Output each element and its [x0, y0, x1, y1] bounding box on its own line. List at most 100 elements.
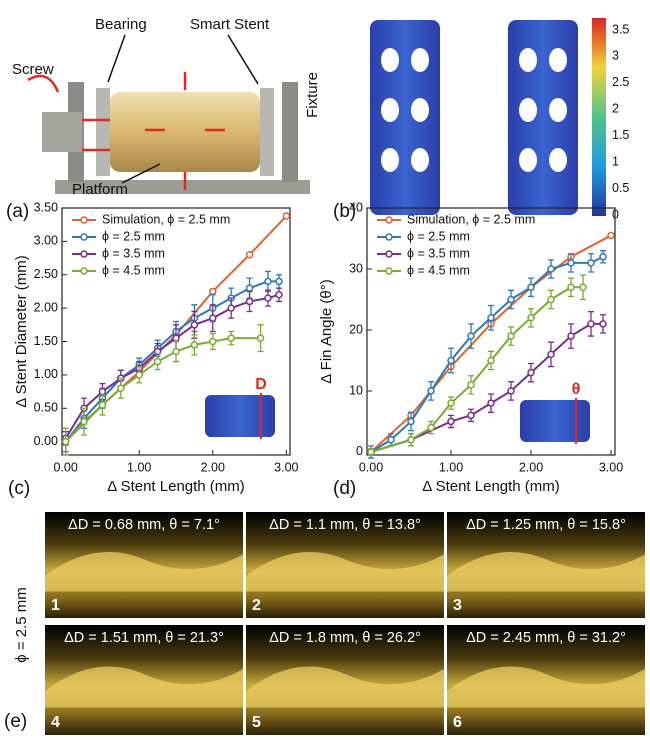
y-tick-label: 30	[349, 261, 363, 275]
x-tick-label: 3.00	[274, 460, 298, 474]
photo-stent	[447, 551, 645, 592]
plot-frame	[366, 207, 616, 456]
data-point	[209, 337, 217, 346]
data-point	[172, 347, 180, 356]
y-tick-label: 20	[349, 322, 363, 336]
photo-caption: ΔD = 1.8 mm, θ = 26.2°	[269, 630, 421, 646]
photo-caption: ΔD = 1.1 mm, θ = 13.8°	[269, 517, 421, 533]
data-point	[135, 371, 143, 379]
legend-label: ϕ = 4.5 mm	[407, 263, 470, 277]
side-label: ϕ = 2.5 mm	[13, 587, 30, 663]
data-point	[567, 283, 575, 292]
bearing-right	[260, 88, 274, 176]
photo-number: 6	[453, 714, 462, 731]
data-point	[547, 295, 555, 304]
legend-marker	[80, 233, 88, 241]
legend-marker	[385, 250, 393, 258]
x-tick-label: 3.00	[599, 460, 623, 474]
data-point	[98, 387, 107, 396]
callout: Fixture	[304, 72, 321, 118]
x-tick-label: 0.00	[359, 460, 383, 474]
data-point	[599, 320, 607, 328]
data-point	[527, 314, 535, 322]
data-point	[61, 437, 70, 446]
data-point	[245, 297, 254, 306]
data-point	[487, 356, 495, 365]
photo-stent	[246, 666, 444, 708]
photo-frame: ΔD = 1.25 mm, θ = 15.8° 3	[447, 512, 645, 618]
callout: Smart Stent	[190, 16, 270, 33]
legend-label: ϕ = 2.5 mm	[407, 229, 470, 243]
data-point	[579, 283, 587, 292]
data-point	[447, 399, 455, 407]
data-point	[427, 387, 435, 395]
data-point	[587, 259, 595, 267]
legend-marker	[385, 267, 393, 275]
data-point	[467, 381, 475, 389]
x-axis-label: Δ Stent Length (mm)	[422, 478, 560, 495]
y-tick-label: 1.50	[34, 334, 58, 348]
data-point	[367, 448, 375, 456]
photo-stent	[246, 551, 444, 592]
data-point	[547, 265, 555, 273]
legend-label: ϕ = 4.5 mm	[102, 263, 165, 277]
data-point	[153, 357, 162, 366]
y-tick-label: 10	[349, 383, 363, 397]
photo-number: 1	[51, 597, 60, 614]
inset-label: θ	[572, 381, 581, 398]
photo-frame: ΔD = 0.68 mm, θ = 7.1° 1	[45, 512, 243, 618]
data-point	[282, 212, 291, 220]
data-point	[209, 287, 217, 296]
x-tick-label: 0.00	[54, 460, 78, 474]
callout: Bearing	[95, 16, 147, 33]
panel-label: (b)	[333, 201, 356, 222]
data-point	[487, 314, 495, 322]
colorbar-tick: 3.5	[612, 22, 629, 36]
y-tick-label: 2.00	[34, 300, 58, 314]
data-point	[117, 384, 125, 392]
callout: Screw	[12, 61, 54, 78]
photo-frame: ΔD = 1.51 mm, θ = 21.3° 4	[45, 625, 243, 735]
y-tick-label: 0	[356, 444, 363, 458]
colorbar-tick: 1	[612, 154, 619, 168]
photo-number: 4	[51, 714, 60, 731]
panel-label: (d)	[333, 478, 356, 499]
data-point	[507, 332, 515, 340]
photo-caption: ΔD = 1.51 mm, θ = 21.3°	[64, 630, 224, 646]
colorbar	[592, 18, 606, 216]
data-point	[527, 368, 535, 377]
photo-caption: ΔD = 0.68 mm, θ = 7.1°	[68, 517, 220, 533]
data-point	[227, 304, 235, 312]
x-tick-label: 1.00	[439, 460, 463, 474]
fixture-right	[282, 82, 298, 182]
stent-fem-right	[508, 20, 578, 215]
data-point	[264, 294, 272, 302]
stent-cells	[381, 48, 567, 172]
data-point	[264, 277, 272, 286]
inset-label: D	[255, 376, 267, 393]
data-point	[547, 350, 555, 359]
legend-marker	[80, 267, 88, 275]
y-tick-label: 3.00	[34, 234, 58, 248]
data-point	[567, 259, 575, 267]
y-tick-label: 0.50	[34, 401, 58, 415]
data-point	[507, 295, 515, 304]
panel-a: Screw Bearing Smart Stent Fixture Platfo…	[6, 16, 321, 222]
data-point	[80, 417, 88, 426]
x-tick-label: 1.00	[127, 460, 151, 474]
stent-fem-left	[370, 20, 440, 215]
legend-label: Simulation, ϕ = 2.5 mm	[407, 212, 535, 226]
photo-stent	[447, 666, 645, 708]
data-point	[587, 320, 595, 328]
data-point	[98, 401, 107, 409]
data-point	[172, 334, 180, 342]
bearing	[96, 88, 110, 176]
inset-stent	[520, 400, 590, 442]
data-point	[447, 356, 455, 365]
photo-caption: ΔD = 1.25 mm, θ = 15.8°	[466, 517, 626, 533]
arrows	[27, 72, 225, 190]
data-point	[190, 321, 199, 329]
photo-stent	[45, 666, 243, 708]
legend-marker	[385, 216, 393, 224]
legend-marker	[385, 233, 393, 241]
